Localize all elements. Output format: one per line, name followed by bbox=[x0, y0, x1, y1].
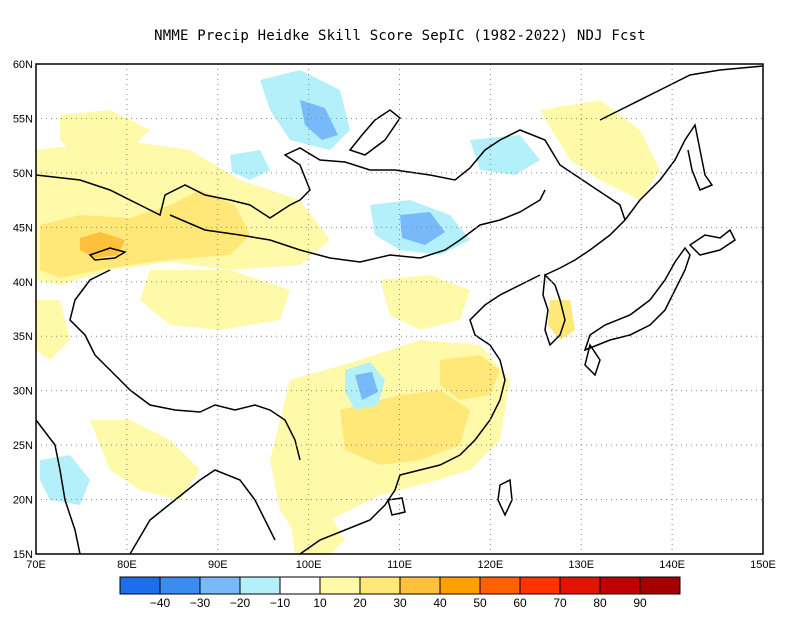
lat-tick-label: 45N bbox=[13, 222, 33, 234]
map-grid bbox=[36, 64, 763, 554]
skill-region-indochina bbox=[290, 515, 345, 554]
lake-baikal bbox=[348, 109, 402, 156]
skill-region-amur bbox=[470, 135, 540, 175]
skill-region-yangtze bbox=[440, 355, 500, 400]
coast-okhotsk bbox=[599, 65, 764, 121]
longitude-ticks: 70E 80E 90E 100E 110E 120E 130E 140E 150E bbox=[26, 559, 776, 571]
colorbar-label: 20 bbox=[353, 596, 367, 610]
colorbar: −40 −30 −20 −10 10 20 30 40 50 60 70 80 90 bbox=[119, 576, 681, 610]
coast-india bbox=[35, 419, 81, 555]
lat-tick-label: 50N bbox=[13, 168, 33, 180]
chart-title: NMME Precip Heidke Skill Score SepIC (19… bbox=[154, 28, 646, 44]
colorbar-label: 60 bbox=[513, 596, 527, 610]
lat-tick-label: 20N bbox=[13, 495, 33, 507]
skill-region-kazakh-peak bbox=[80, 232, 125, 258]
colorbar-swatch bbox=[599, 576, 641, 595]
coast-korea bbox=[542, 273, 566, 347]
latitude-ticks: 15N 20N 25N 30N 35N 40N 45N 50N 55N 60N bbox=[13, 59, 33, 561]
lon-tick-label: 70E bbox=[26, 559, 46, 571]
map-frame bbox=[35, 63, 764, 555]
coast-china-east bbox=[399, 274, 541, 476]
skill-region-west-siberia bbox=[60, 110, 150, 160]
lon-tick-label: 150E bbox=[750, 559, 776, 571]
coast-japan-hokkaido bbox=[688, 228, 736, 256]
skill-region-south-china-core bbox=[340, 390, 470, 465]
skill-region-tarim bbox=[140, 270, 290, 330]
colorbar-swatch bbox=[559, 576, 601, 595]
skill-region-mongolia-north bbox=[230, 150, 270, 180]
colorbar-label: −20 bbox=[230, 596, 251, 610]
colorbar-label: 40 bbox=[433, 596, 447, 610]
colorbar-swatch bbox=[519, 576, 561, 595]
lat-tick-label: 35N bbox=[13, 331, 33, 343]
skill-region-korea bbox=[548, 300, 575, 340]
colorbar-label: 70 bbox=[553, 596, 567, 610]
colorbar-label: −40 bbox=[150, 596, 171, 610]
lat-tick-label: 60N bbox=[13, 59, 33, 71]
colorbar-label: 90 bbox=[633, 596, 647, 610]
coast-japan-honshu bbox=[583, 246, 691, 352]
colorbar-label: 10 bbox=[313, 596, 327, 610]
coast-japan-kyushu bbox=[584, 343, 601, 377]
colorbar-swatch bbox=[439, 576, 481, 595]
skill-region-mongolia-east bbox=[380, 275, 470, 330]
colorbar-swatch bbox=[359, 576, 401, 595]
coast-hainan bbox=[387, 497, 406, 516]
colorbar-swatch bbox=[119, 576, 161, 595]
border-china-west bbox=[69, 269, 301, 461]
skill-region-northeast bbox=[540, 100, 660, 200]
colorbar-swatch bbox=[639, 576, 681, 595]
lon-tick-label: 100E bbox=[296, 559, 322, 571]
coastlines-borders bbox=[35, 65, 764, 555]
lon-tick-label: 110E bbox=[387, 559, 412, 571]
colorbar-swatch bbox=[479, 576, 521, 595]
map-plot-area bbox=[35, 63, 764, 555]
lat-tick-label: 40N bbox=[13, 277, 33, 289]
colorbar-swatch bbox=[199, 576, 241, 595]
skill-region-baikal-core bbox=[300, 100, 338, 140]
border-mongolia-china bbox=[169, 189, 546, 263]
colorbar-swatch bbox=[279, 576, 321, 595]
skill-region-sichuan-core bbox=[355, 372, 378, 400]
colorbar-swatch bbox=[399, 576, 441, 595]
coast-indochina bbox=[299, 474, 401, 555]
lat-tick-label: 25N bbox=[13, 440, 33, 452]
lon-tick-label: 130E bbox=[568, 559, 594, 571]
lon-tick-label: 90E bbox=[208, 559, 228, 571]
coast-russia-pacific bbox=[624, 123, 714, 221]
colorbar-swatch bbox=[159, 576, 201, 595]
colorbar-label: −10 bbox=[270, 596, 291, 610]
colorbar-label: 80 bbox=[593, 596, 607, 610]
skill-region-indian-west bbox=[36, 300, 70, 360]
lon-tick-label: 120E bbox=[478, 559, 504, 571]
colorbar-swatch bbox=[319, 576, 361, 595]
lat-tick-label: 15N bbox=[13, 549, 33, 561]
lake-balkhash bbox=[88, 247, 127, 261]
lon-tick-label: 80E bbox=[117, 559, 137, 571]
coast-taiwan bbox=[497, 478, 513, 517]
colorbar-label: −30 bbox=[190, 596, 211, 610]
colorbar-swatch bbox=[239, 576, 281, 595]
skill-region-india-east bbox=[90, 420, 200, 500]
lat-tick-label: 55N bbox=[13, 113, 33, 125]
colorbar-label: 50 bbox=[473, 596, 487, 610]
skill-region-india-west bbox=[40, 455, 90, 505]
border-russia-south bbox=[35, 129, 626, 276]
colorbar-label: 30 bbox=[393, 596, 407, 610]
coast-bengal bbox=[129, 469, 276, 555]
skill-region-mongolia-core bbox=[400, 212, 445, 245]
lon-tick-label: 140E bbox=[659, 559, 685, 571]
lat-tick-label: 30N bbox=[13, 386, 33, 398]
